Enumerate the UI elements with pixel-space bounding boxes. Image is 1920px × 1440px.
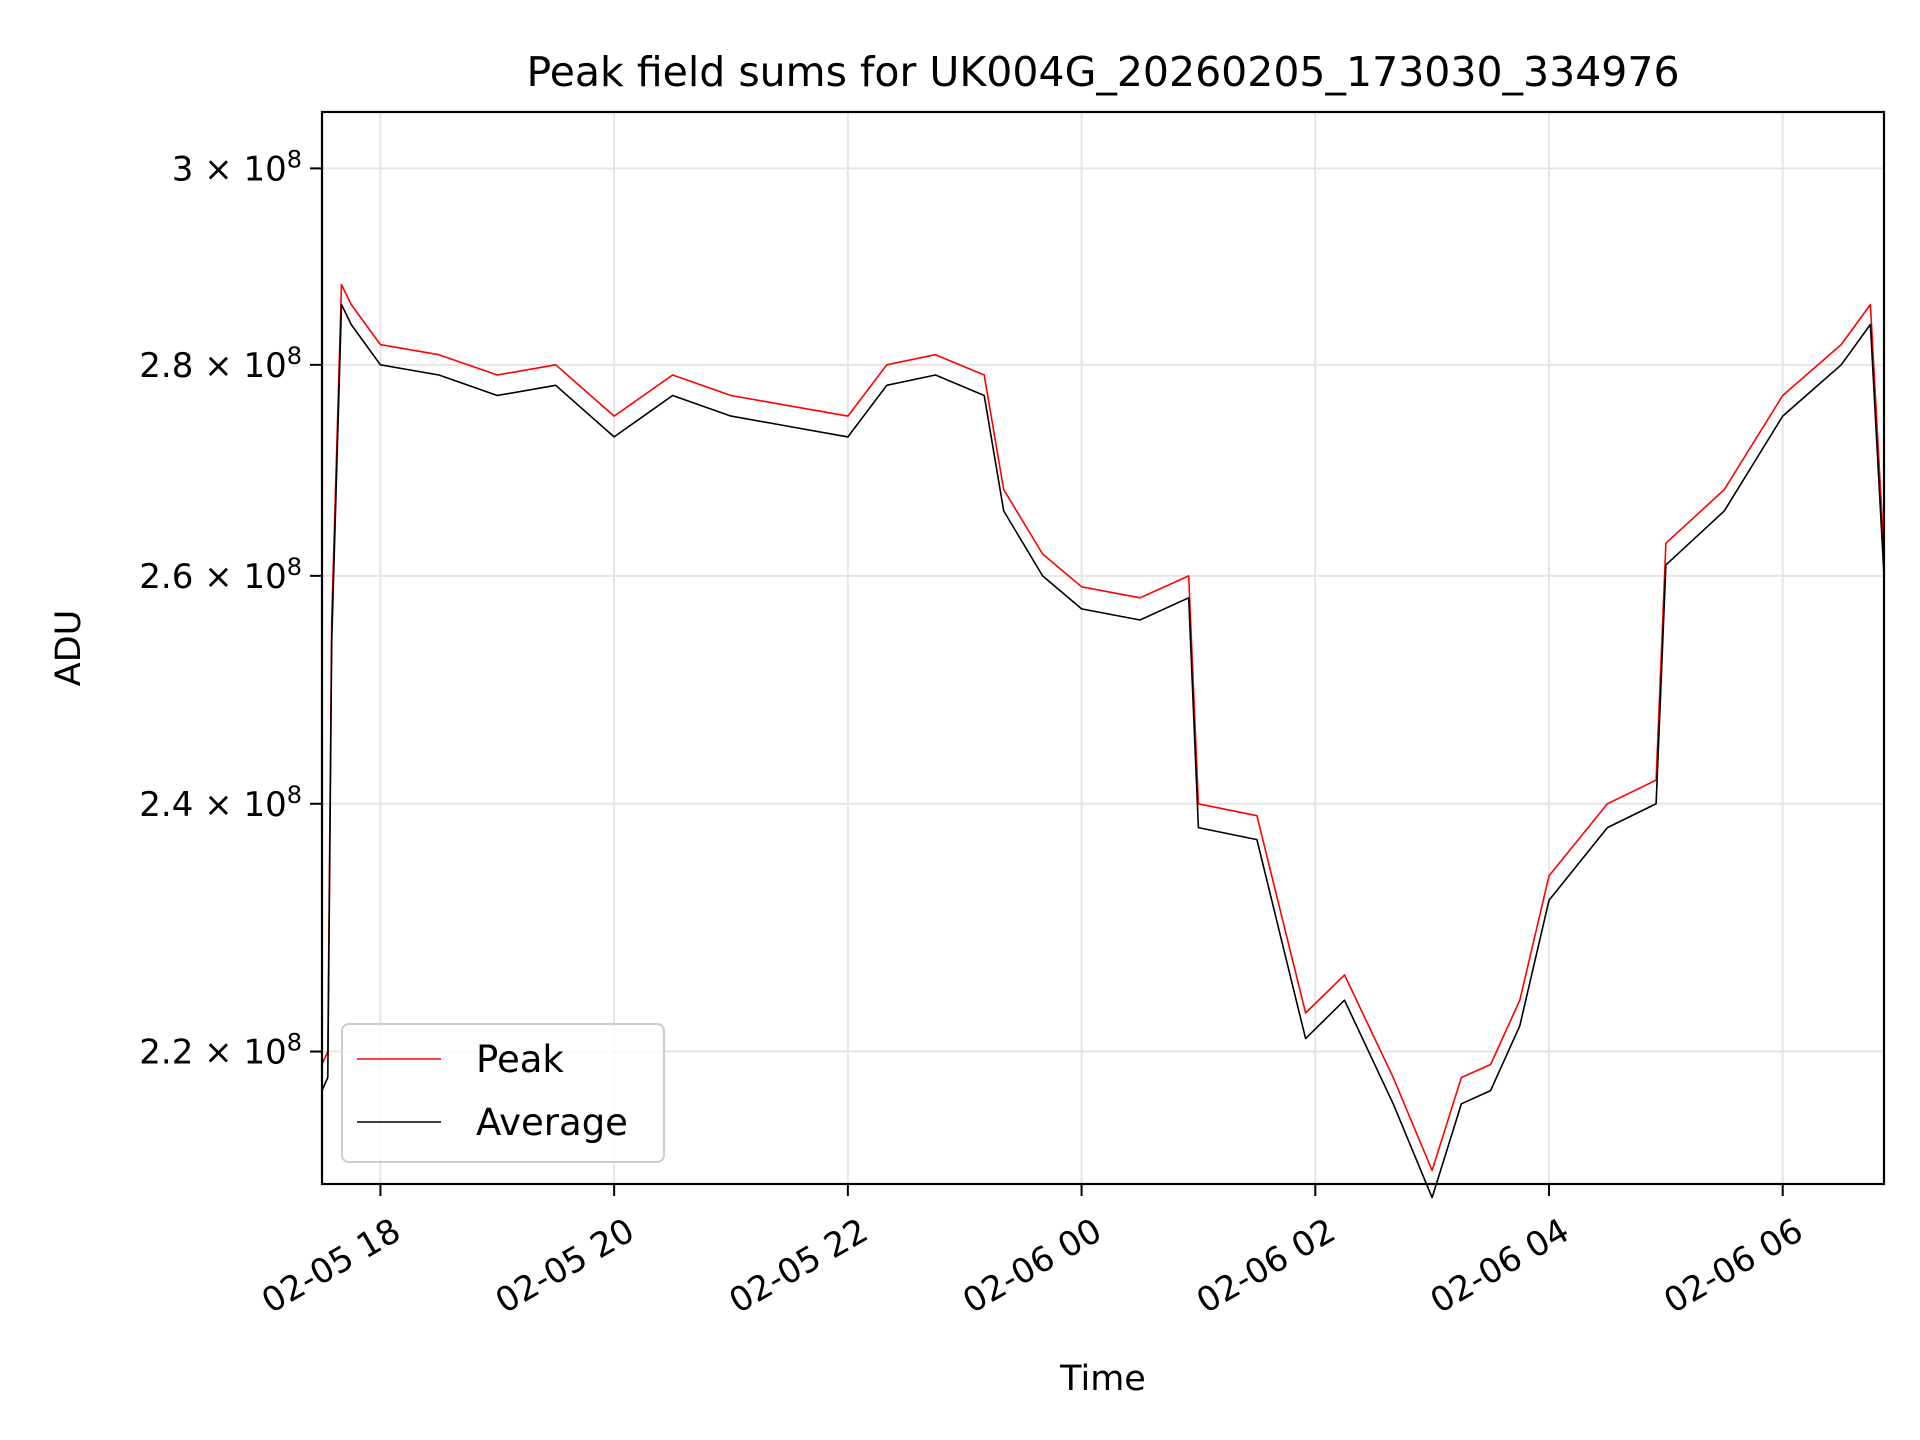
legend-label-average: Average (476, 1101, 628, 1144)
y-axis: 2.2 × 108 2.4 × 108 2.6 × 108 2.8 × 108 3 × … (139, 145, 322, 1073)
x-axis-label: Time (1059, 1359, 1146, 1399)
y-tick-label: 2.6 × 108 (139, 553, 302, 597)
y-axis-label: ADU (49, 610, 89, 687)
series-lines (321, 283, 1885, 1199)
legend: Peak Average (341, 1023, 665, 1163)
grid (322, 112, 1884, 1184)
y-tick-label: 2.2 × 108 (139, 1029, 302, 1073)
plot-frame (320, 110, 1886, 1186)
series-line-average (321, 303, 1885, 1199)
y-tick-label: 2.8 × 108 (139, 342, 302, 386)
series-line-peak (321, 283, 1885, 1172)
y-tick-label: 2.4 × 108 (139, 781, 302, 825)
chart-title: Peak field sums for UK004G_20260205_1730… (526, 48, 1679, 96)
y-tick-label: 3 × 108 (172, 145, 302, 189)
legend-label-peak: Peak (476, 1038, 564, 1081)
